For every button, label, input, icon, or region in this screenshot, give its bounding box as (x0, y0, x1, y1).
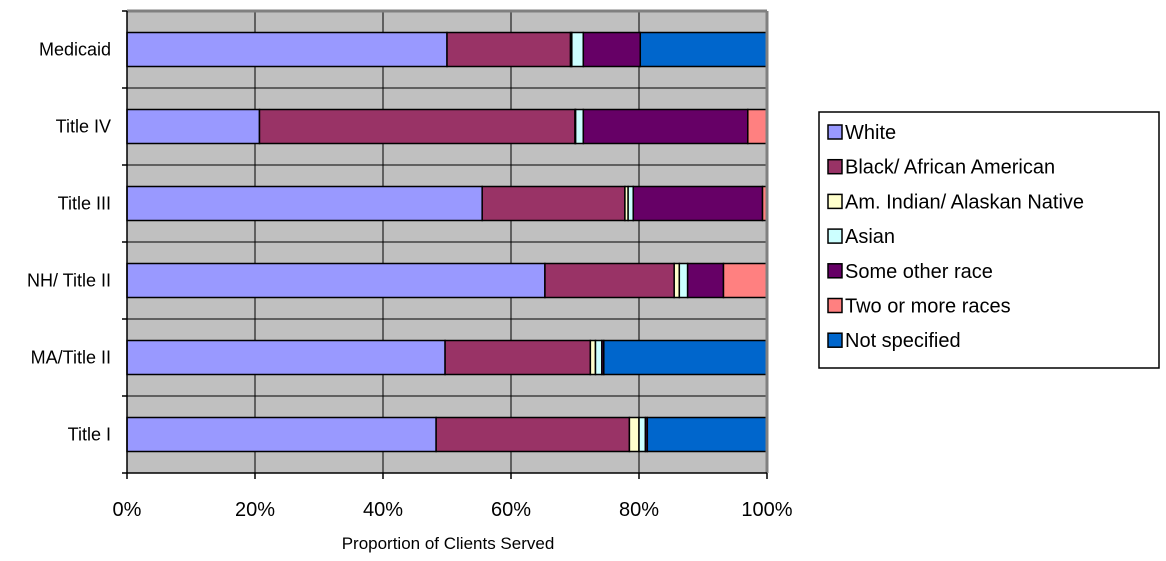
bar-segment (544, 262, 675, 299)
bar-segment (126, 416, 437, 453)
bar-segment (603, 339, 768, 376)
bar-segment (632, 185, 764, 222)
legend-label: White (845, 122, 896, 144)
bar-segment (126, 262, 546, 299)
legend-box (818, 111, 1160, 369)
legend-label: Asian (845, 226, 895, 248)
bar-segment (639, 31, 768, 68)
bar-segment (747, 108, 768, 145)
bar-segment (722, 262, 768, 299)
y-tick-label: MA/Title II (31, 348, 111, 368)
bar-segment (678, 262, 689, 299)
plot-area (126, 9, 769, 474)
bar-segment (673, 262, 681, 299)
legend-label: Two or more races (845, 296, 1011, 318)
legend-swatch (827, 193, 843, 210)
legend-label: Some other race (845, 261, 993, 283)
legend-swatch (827, 228, 843, 244)
bar-segment (258, 108, 576, 145)
bar-segment (686, 262, 725, 299)
bar-segment (444, 339, 592, 376)
bar-segment (126, 185, 483, 222)
bar-segment (646, 416, 768, 453)
bar-segment (481, 185, 626, 222)
legend-label: Am. Indian/ Alaskan Native (845, 191, 1084, 213)
bar-segment (638, 416, 647, 453)
x-tick-label: 80% (619, 499, 659, 521)
legend-swatch (827, 263, 843, 279)
x-tick-label: 0% (113, 499, 142, 521)
x-axis-labels: 0% 20% 40% 60% 80% 100% (113, 473, 793, 521)
bar-segment (582, 108, 749, 145)
bar-segment (126, 339, 446, 376)
bar-segment (589, 339, 597, 376)
bar-segment (126, 31, 448, 68)
y-tick-label: Title I (68, 425, 111, 445)
bar-segment (628, 416, 640, 453)
bar-segment (627, 185, 634, 222)
x-tick-label: 40% (363, 499, 403, 521)
x-axis-title: Proportion of Clients Served (342, 534, 555, 553)
bar-segment (446, 31, 572, 68)
y-tick-label: Title III (58, 194, 111, 214)
bar-segment (574, 108, 585, 145)
legend-label: Black/ African American (845, 157, 1055, 179)
x-tick-label: 20% (235, 499, 275, 521)
bar-segment (594, 339, 603, 376)
legend-label: Not specified (845, 330, 961, 352)
y-tick-label: NH/ Title II (27, 271, 111, 291)
bar-segment (435, 416, 631, 453)
legend-swatch (827, 332, 843, 348)
y-tick-label: Medicaid (39, 40, 111, 60)
x-tick-label: 100% (741, 499, 792, 521)
y-tick-label: Title IV (56, 117, 111, 137)
legend: White Black/ African American Am. Indian/ … (818, 111, 1160, 369)
x-tick-label: 60% (491, 499, 531, 521)
bar-segment (582, 31, 642, 68)
legend-swatch (827, 158, 843, 175)
legend-swatch (827, 124, 843, 140)
legend-swatch (827, 297, 843, 314)
bar-segment (571, 31, 585, 68)
bar-segment (126, 108, 261, 145)
y-axis-labels: Medicaid Title IV Title III NH/ Title II MA/… (27, 10, 127, 474)
